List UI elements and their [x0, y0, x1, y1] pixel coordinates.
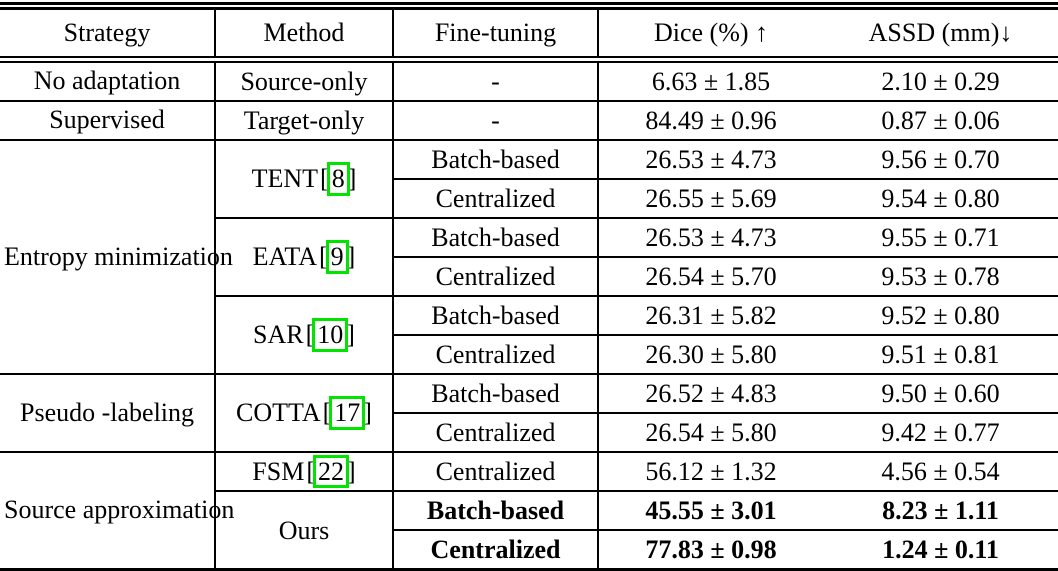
table-row: Ours Batch-based 45.55 ± 3.01 8.23 ± 1.1…: [0, 490, 1058, 571]
col-header-dice: Dice (%) ↑: [598, 6, 823, 63]
citation-number: 10: [312, 318, 349, 352]
cell-finetuning: Batch-based: [393, 139, 599, 179]
cell-assd: 9.52 ± 0.80: [823, 295, 1058, 335]
cell-finetuning: Centralized: [393, 412, 599, 452]
cell-strategy: Entropy minimization: [0, 139, 233, 374]
citation-number: 22: [313, 455, 350, 489]
cell-assd: 9.55 ± 0.71: [823, 217, 1058, 257]
cell-method: COTTA[17]: [215, 373, 394, 452]
cell-method: SAR[10]: [215, 295, 394, 374]
cell-assd: 0.87 ± 0.06: [823, 100, 1058, 140]
citation-bracket-close: ]: [347, 457, 356, 486]
citation-bracket-close: ]: [363, 398, 372, 428]
cell-finetuning: Batch-based: [393, 217, 599, 257]
cell-finetuning: Centralized: [393, 256, 599, 296]
table-row: Centralized 26.54 ± 5.80 9.42 ± 0.77: [0, 412, 1058, 452]
cell-finetuning: Batch-based: [393, 295, 599, 335]
cell-assd: 4.56 ± 0.54: [823, 450, 1058, 492]
cell-finetuning: Centralized: [393, 529, 599, 571]
citation-bracket-close: ]: [346, 242, 356, 272]
citation-bracket-open: [: [322, 398, 332, 428]
cell-dice: 6.63 ± 1.85: [651, 66, 771, 96]
cell-dice: 45.55 ± 3.01: [598, 490, 823, 531]
cell-method: Source-only: [215, 59, 394, 101]
cell-strategy: Pseudo -labeling: [0, 373, 216, 452]
method-name: SAR: [253, 320, 304, 350]
cell-dice: 26.52 ± 4.83: [598, 373, 823, 413]
cell-dice: 56.12 ± 1.32: [598, 450, 823, 492]
citation-number: 8: [326, 162, 350, 196]
table-row: SAR[10] Batch-based 26.31 ± 5.82 9.52 ± …: [0, 295, 1058, 374]
citation-bracket-open: [: [305, 320, 315, 350]
cell-assd: 9.51 ± 0.81: [823, 334, 1058, 374]
cell-method: TENT[8]: [215, 139, 394, 218]
citation-bracket-open: [: [306, 457, 316, 486]
table-row: Centralized 26.30 ± 5.80 9.51 ± 0.81: [0, 334, 1058, 374]
table-row: Centralized 26.55 ± 5.69 9.54 ± 0.80: [0, 178, 1058, 218]
table-row: Pseudo -labeling COTTA[17] Batch-based 2…: [0, 373, 1058, 452]
table-row: Source approximation FSM[22] Centralized…: [0, 450, 1058, 571]
cell-finetuning: -: [393, 59, 599, 101]
cell-finetuning: Batch-based: [393, 490, 599, 531]
citation-link[interactable]: [9]: [319, 240, 356, 274]
cell-dice: 26.53 ± 4.73: [598, 217, 823, 257]
cell-method: Ours: [215, 490, 394, 571]
cell-method: EATA[9]: [215, 217, 394, 296]
cell-assd: 2.10 ± 0.29: [881, 66, 1000, 96]
table-row: No adaptation Source-only - 6.63 ± 1.85 …: [0, 59, 1058, 101]
cell-dice: 26.53 ± 4.73: [598, 139, 823, 179]
table-row: Entropy minimization TENT[8] Batch-based…: [0, 139, 1058, 374]
col-header-finetuning: Fine-tuning: [393, 6, 599, 63]
citation-link[interactable]: [8]: [320, 162, 357, 196]
method-name: TENT: [251, 164, 319, 194]
cell-dice: 26.54 ± 5.80: [598, 412, 823, 452]
cell-finetuning: Centralized: [393, 178, 599, 218]
cell-dice: 84.49 ± 0.96: [598, 100, 823, 140]
cell-method: FSM[22]: [215, 450, 394, 492]
cell-dice: 77.83 ± 0.98: [598, 529, 823, 571]
cell-assd: 8.23 ± 1.11: [823, 490, 1058, 531]
cell-dice: 26.54 ± 5.70: [598, 256, 823, 296]
cell-assd: 1.24 ± 0.11: [823, 529, 1058, 571]
method-name: FSM: [252, 457, 305, 486]
header-row: Strategy Method Fine-tuning Dice (%) ↑ A…: [0, 6, 1058, 63]
cell-finetuning: Batch-based: [393, 373, 599, 413]
table-row: Centralized 26.54 ± 5.70 9.53 ± 0.78: [0, 256, 1058, 296]
citation-bracket-open: [: [320, 164, 329, 194]
citation-bracket-close: ]: [346, 320, 355, 350]
citation-link[interactable]: [10]: [305, 318, 355, 352]
cell-assd: 9.42 ± 0.77: [823, 412, 1058, 452]
citation-link[interactable]: [17]: [322, 396, 372, 430]
cell-dice: 26.55 ± 5.69: [598, 178, 823, 218]
cell-assd: 9.54 ± 0.80: [823, 178, 1058, 218]
cell-dice: 26.31 ± 5.82: [598, 295, 823, 335]
cell-assd: 9.56 ± 0.70: [823, 139, 1058, 179]
cell-strategy: Supervised: [0, 100, 216, 140]
cell-finetuning: Centralized: [393, 334, 599, 374]
cell-method: Target-only: [215, 100, 394, 140]
method-name: EATA: [252, 242, 317, 272]
col-header-strategy: Strategy: [0, 6, 216, 63]
citation-link[interactable]: [22]: [306, 455, 356, 489]
method-name: COTTA: [236, 398, 321, 428]
cell-strategy: Source approximation: [0, 450, 234, 571]
table-row: Supervised Target-only - 84.49 ± 0.96 0.…: [0, 100, 1058, 140]
citation-number: 17: [329, 396, 366, 430]
table-row: Centralized 77.83 ± 0.98 1.24 ± 0.11: [0, 529, 1058, 571]
cell-finetuning: Centralized: [393, 450, 599, 492]
citation-bracket-open: [: [319, 242, 328, 272]
table-row: EATA[9] Batch-based 26.53 ± 4.73 9.55 ± …: [0, 217, 1058, 296]
cell-assd: 9.50 ± 0.60: [823, 373, 1058, 413]
cell-dice: 26.30 ± 5.80: [598, 334, 823, 374]
col-header-method: Method: [215, 6, 394, 63]
cell-strategy: No adaptation: [0, 59, 216, 101]
cell-assd: 9.53 ± 0.78: [823, 256, 1058, 296]
citation-bracket-close: ]: [347, 164, 357, 194]
citation-number: 9: [325, 240, 349, 274]
col-header-assd: ASSD (mm)↓: [823, 6, 1058, 63]
cell-finetuning: -: [393, 100, 599, 140]
